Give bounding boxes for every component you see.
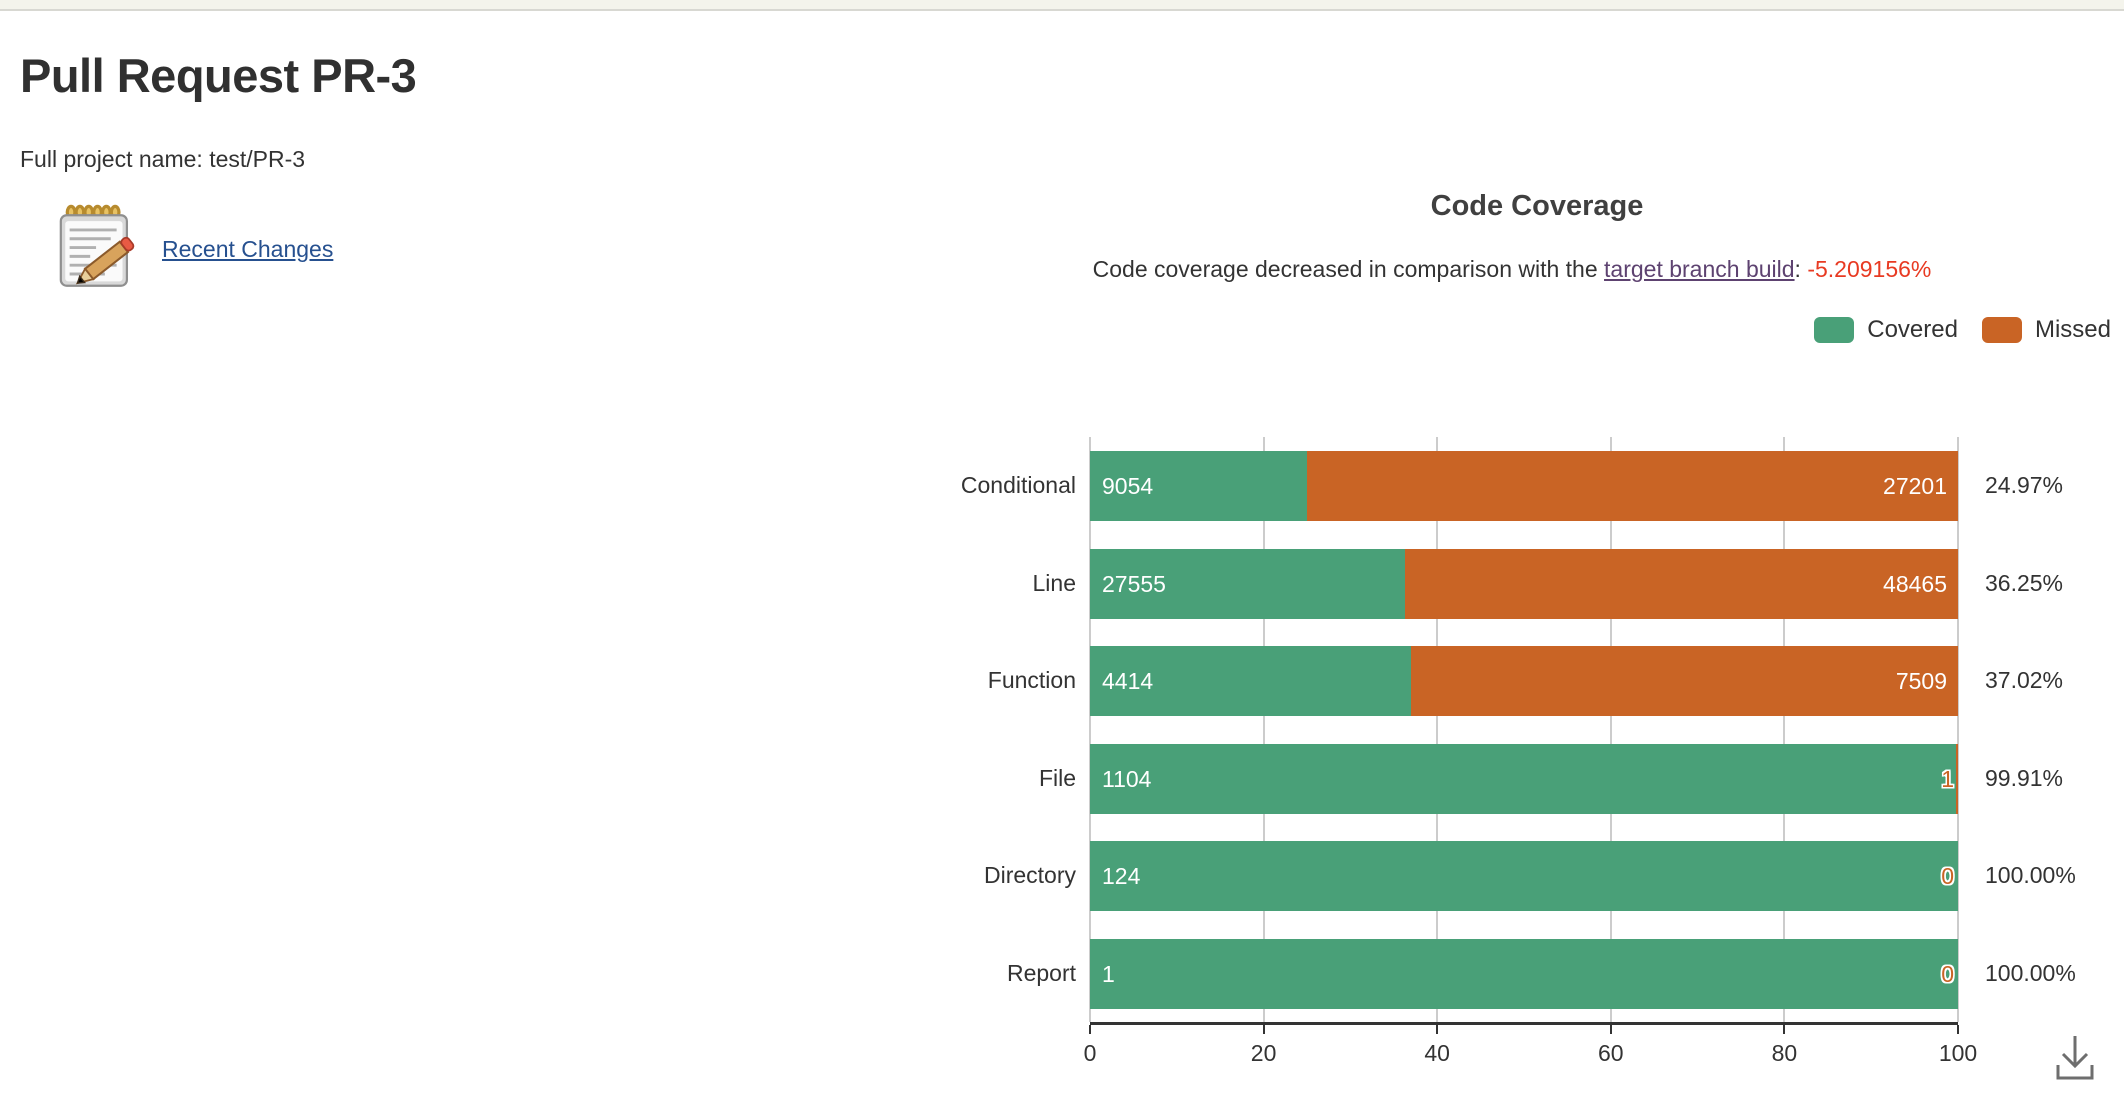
chart-row-file: File 1104 1 99.91%: [1039, 730, 2063, 828]
chart-legend: Covered Missed: [1814, 316, 2111, 344]
tick-mark-20: [1262, 1025, 1265, 1034]
covered-count: 9054: [1102, 473, 1154, 499]
tick-label-60: 60: [1598, 1040, 1624, 1066]
gridline-80: [1783, 437, 1786, 1022]
percent-label-report: 100.00%: [1985, 959, 2076, 986]
chart-title: Code Coverage: [1430, 190, 1644, 222]
tick-mark-60: [1609, 1025, 1612, 1034]
missed-segment: [1956, 743, 1958, 814]
bar-function: 4414 7509: [1090, 646, 1958, 716]
covered-count: 4414: [1102, 668, 1154, 694]
page-title: Pull Request PR-3: [20, 49, 417, 102]
percent-label-directory: 100.00%: [1985, 862, 2076, 889]
missed-count: 0: [1941, 960, 1954, 987]
covered-count: 124: [1102, 863, 1141, 889]
coverage-delta: -5.209156%: [1807, 256, 1932, 282]
legend-label: Covered: [1867, 316, 1958, 343]
category-label-conditional: Conditional: [960, 472, 1076, 499]
legend-item-covered[interactable]: Covered: [1814, 316, 1958, 344]
tick-mark-0: [1089, 1025, 1091, 1034]
subtitle-text: Code coverage decreased in comparison wi…: [1092, 256, 1605, 282]
bar-line: 27555 48465: [1090, 548, 1958, 619]
chart-row-report: Report 1 0 100.00%: [1007, 925, 2076, 1023]
recent-changes-row: Recent Changes: [52, 202, 333, 296]
missed-segment: [1306, 451, 1958, 521]
chart-subtitle: Code coverage decreased in comparison wi…: [900, 256, 2124, 283]
covered-count: 1104: [1102, 765, 1152, 792]
missed-segment: [1411, 646, 1958, 716]
tick-label-0: 0: [1083, 1040, 1097, 1066]
recent-changes-link[interactable]: Recent Changes: [162, 235, 334, 262]
chart-row-conditional: Conditional 9054 27201 24.97%: [961, 437, 2063, 535]
tick-mark-80: [1783, 1025, 1786, 1034]
target-branch-build-link[interactable]: target branch build: [1604, 256, 1795, 282]
download-icon[interactable]: [2050, 1032, 2100, 1086]
tick-mark-40: [1436, 1025, 1439, 1034]
legend-label: Missed: [2034, 316, 2111, 343]
subtitle-colon: :: [1794, 256, 1808, 282]
gridline-100: [1957, 437, 1959, 1022]
chart-row-directory: Directory 124 0 100.00%: [984, 827, 2076, 925]
category-label-directory: Directory: [983, 862, 1076, 889]
gridline-0: [1089, 437, 1091, 1022]
tick-mark-100: [1957, 1025, 1959, 1034]
category-label-file: File: [1038, 764, 1076, 791]
percent-label-conditional: 24.97%: [1985, 472, 2064, 499]
project-name: Full project name: test/PR-3: [20, 146, 306, 172]
missed-count: 48465: [1883, 570, 1947, 597]
percent-label-function: 37.02%: [1985, 667, 2064, 694]
category-label-line: Line: [1032, 569, 1076, 596]
tick-label-100: 100: [1938, 1040, 1978, 1066]
legend-item-missed[interactable]: Missed: [1981, 316, 2111, 344]
notepad-pencil-icon: [52, 202, 146, 296]
coverage-chart: Conditional 9054 27201 24.97% Line 27555 48465…: [961, 437, 2076, 1066]
missed-segment: [1404, 548, 1958, 619]
category-label-function: Function: [987, 667, 1076, 694]
missed-count: 0: [1941, 863, 1954, 889]
page-header-strip: [0, 0, 2124, 11]
missed-count: 27201: [1883, 473, 1947, 499]
category-label-report: Report: [1006, 959, 1076, 986]
missed-count: 7509: [1895, 668, 1947, 694]
chart-row-function: Function 4414 7509 37.02%: [988, 632, 2063, 730]
gridline-60: [1609, 437, 1612, 1022]
gridline-40: [1436, 437, 1439, 1022]
bar-conditional: 9054 27201: [1090, 451, 1958, 521]
legend-swatch-missed: [1981, 317, 2022, 343]
gridline-20: [1262, 437, 1265, 1022]
tick-label-40: 40: [1424, 1040, 1450, 1066]
missed-count: 1: [1941, 765, 1954, 792]
tick-label-80: 80: [1771, 1040, 1798, 1066]
chart-row-line: Line 27555 48465 36.25%: [1033, 535, 2063, 633]
legend-swatch-covered: [1814, 317, 1855, 343]
bar-file: 1104 1: [1090, 743, 1958, 814]
chart-rows: Conditional 9054 27201 24.97% Line 27555 48465…: [961, 437, 2076, 1023]
bar-directory: 124 0: [1090, 841, 1958, 911]
percent-label-line: 36.25%: [1985, 569, 2064, 596]
tick-label-20: 20: [1250, 1040, 1277, 1066]
covered-count: 27555: [1102, 570, 1166, 597]
covered-count: 1: [1102, 960, 1115, 987]
percent-label-file: 99.91%: [1985, 764, 2064, 791]
